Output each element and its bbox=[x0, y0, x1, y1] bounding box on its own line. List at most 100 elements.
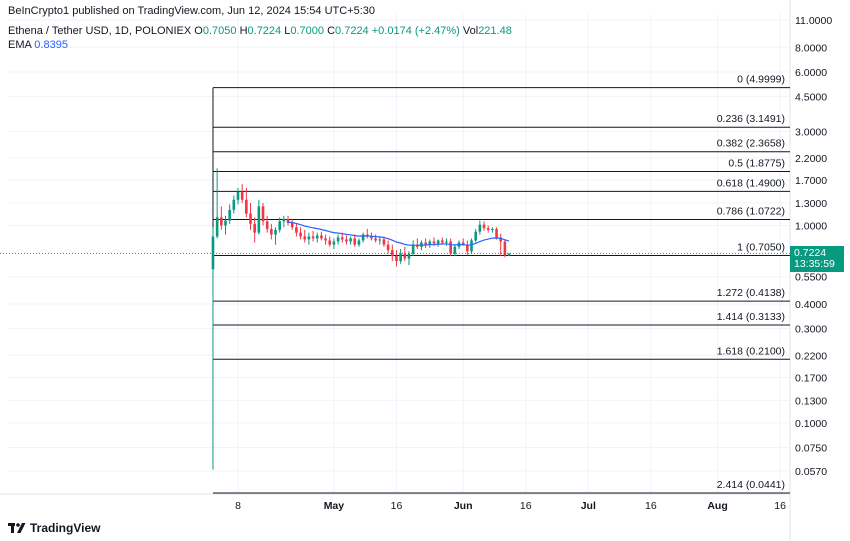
candle-body bbox=[315, 235, 319, 239]
ema-line bbox=[287, 221, 510, 246]
candle-body bbox=[411, 244, 415, 254]
candle-body bbox=[441, 240, 444, 243]
candle-body bbox=[303, 236, 307, 240]
fib-level-label: 1 (0.7050) bbox=[737, 241, 785, 253]
candle-body bbox=[503, 241, 507, 256]
candle-body bbox=[499, 237, 503, 242]
candle-body bbox=[349, 238, 352, 242]
fibonacci-retracement: 0 (4.9999) 0.236 (3.1491) 0.382 (2.3658) 0.… bbox=[212, 74, 790, 494]
candle-body bbox=[253, 223, 256, 233]
high-label: H bbox=[239, 25, 248, 37]
tradingview-logo[interactable]: TradingView bbox=[8, 521, 100, 535]
price-tick-label: 2.2000 bbox=[795, 153, 827, 165]
candle-body bbox=[257, 206, 261, 233]
close-label: C bbox=[327, 25, 336, 37]
low-value: 0.7000 bbox=[290, 25, 325, 37]
candle-body bbox=[453, 246, 457, 254]
candle-body bbox=[386, 244, 390, 251]
candle-body bbox=[357, 240, 361, 245]
publisher-line: BeInCrypto1 published on TradingView.com… bbox=[8, 5, 376, 17]
open-label: O bbox=[194, 25, 203, 37]
candle-body bbox=[311, 236, 315, 239]
price-tick-label: 0.5500 bbox=[795, 272, 827, 284]
volume-value: 221.48 bbox=[478, 25, 512, 37]
time-tick-label: Jun bbox=[454, 500, 473, 512]
candle-body bbox=[428, 241, 432, 245]
candle-body bbox=[232, 199, 236, 210]
ema-legend[interactable]: EMA 0.8395 bbox=[8, 39, 68, 51]
candlestick-series bbox=[211, 168, 511, 470]
candle-body bbox=[353, 238, 357, 245]
time-tick-label: 16 bbox=[520, 500, 532, 512]
price-tick-label: 8.0000 bbox=[795, 42, 827, 54]
volume-label: Vol bbox=[462, 25, 479, 37]
candle-body bbox=[249, 213, 252, 224]
candle-body bbox=[374, 238, 377, 241]
price-tick-label: 6.0000 bbox=[795, 67, 827, 79]
price-tick-label: 1.0000 bbox=[795, 221, 827, 233]
candle-body bbox=[382, 239, 386, 245]
candle-body bbox=[328, 240, 332, 245]
price-tick-label: 0.1300 bbox=[795, 395, 827, 407]
candle-body bbox=[378, 239, 382, 241]
candle-body bbox=[345, 239, 348, 242]
candle-body bbox=[445, 241, 448, 243]
high-value: 0.7224 bbox=[247, 25, 282, 37]
candle-body bbox=[228, 209, 231, 221]
time-tick-label: 16 bbox=[391, 500, 403, 512]
candle-body bbox=[470, 240, 473, 252]
candle-body bbox=[474, 231, 477, 241]
time-axis[interactable]: 8 May 16 Jun 16 Jul 16 Aug 16 bbox=[235, 500, 786, 512]
price-tick-label: 0.1700 bbox=[795, 372, 827, 384]
candle-body bbox=[436, 240, 440, 244]
fib-level-label: 2.414 (0.0441) bbox=[717, 479, 785, 491]
tradingview-brand: TradingView bbox=[30, 521, 101, 535]
time-tick-label: Jul bbox=[581, 500, 596, 512]
price-tick-label: 3.0000 bbox=[795, 126, 827, 138]
price-tick-label: 1.7000 bbox=[795, 175, 827, 187]
bar-countdown: 13:35:59 bbox=[794, 258, 835, 271]
price-tick-label: 0.2200 bbox=[795, 350, 827, 362]
fib-level-label: 0.786 (1.0722) bbox=[717, 206, 785, 218]
candle-body bbox=[211, 236, 215, 270]
candle-body bbox=[299, 232, 302, 237]
ema-label: EMA bbox=[8, 39, 32, 51]
candle-body bbox=[507, 253, 511, 256]
candle-body bbox=[274, 229, 277, 235]
open-value: 0.7050 bbox=[202, 25, 237, 37]
fib-level-label: 0.382 (2.3658) bbox=[717, 138, 785, 150]
candle-body bbox=[403, 253, 407, 259]
ema-value: 0.8395 bbox=[34, 39, 68, 51]
fib-level-label: 1.272 (0.4138) bbox=[717, 287, 785, 299]
symbol-title[interactable]: Ethena / Tether USD, 1D, POLONIEX bbox=[8, 25, 192, 37]
candle-body bbox=[224, 220, 227, 226]
fib-level-label: 0 (4.9999) bbox=[737, 74, 785, 86]
candle-body bbox=[424, 242, 427, 245]
candle-body bbox=[361, 234, 365, 241]
fib-level-label: 0.618 (1.4900) bbox=[717, 177, 785, 189]
candle-body bbox=[461, 242, 465, 245]
price-tick-label: 0.4000 bbox=[795, 299, 827, 311]
price-axis[interactable]: 11.0000 8.0000 6.0000 4.5000 3.0000 2.2000 1.7… bbox=[795, 15, 832, 478]
candle-body bbox=[340, 237, 344, 240]
candle-body bbox=[486, 228, 490, 230]
candle-body bbox=[370, 236, 373, 239]
candle-body bbox=[290, 222, 294, 228]
candle-body bbox=[286, 218, 290, 223]
candle-body bbox=[278, 221, 281, 230]
fib-level-label: 1.414 (0.3133) bbox=[717, 311, 785, 323]
fib-level-label: 0.5 (1.8775) bbox=[728, 158, 785, 170]
price-tick-label: 4.5000 bbox=[795, 92, 827, 104]
candle-body bbox=[466, 244, 469, 252]
last-price-value: 0.7224 bbox=[794, 247, 827, 260]
price-tick-label: 11.0000 bbox=[795, 15, 832, 27]
candle-body bbox=[449, 241, 452, 254]
close-value: 0.7224 bbox=[335, 25, 369, 37]
change-value: +0.0174 (+2.47%) bbox=[371, 25, 460, 37]
candle-body bbox=[399, 253, 402, 262]
tradingview-logo-icon bbox=[8, 522, 26, 533]
candle-body bbox=[240, 191, 244, 200]
last-price-tag: 0.7224 13:35:59 bbox=[790, 246, 844, 273]
fib-level-label: 0.236 (3.1491) bbox=[717, 113, 785, 125]
